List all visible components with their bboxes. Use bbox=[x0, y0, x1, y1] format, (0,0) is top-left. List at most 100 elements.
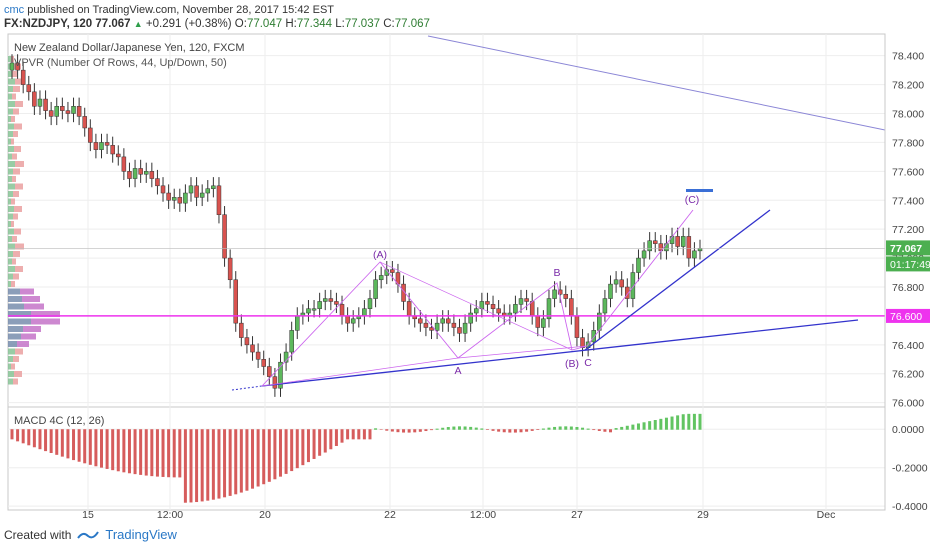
macd-histogram-bar bbox=[21, 429, 25, 444]
macd-y-tick-label: 0.0000 bbox=[892, 424, 924, 436]
volume-profile-bar-up bbox=[8, 146, 14, 152]
macd-histogram-bar bbox=[631, 424, 635, 430]
price-chart[interactable]: (A) A B (B) C (C) 76.000 76.200 76.400 76.600 76.… bbox=[0, 0, 932, 520]
volume-profile-bar-up bbox=[8, 191, 13, 197]
macd-histogram-bar bbox=[133, 429, 137, 475]
macd-histogram-bar bbox=[407, 429, 411, 433]
volume-profile-bar-up bbox=[8, 56, 11, 62]
candle-body bbox=[76, 106, 82, 117]
volume-profile-bar-down bbox=[11, 363, 15, 370]
volume-profile-bar-up bbox=[8, 93, 12, 100]
macd-histogram-bar bbox=[116, 429, 120, 472]
candle-body bbox=[474, 308, 479, 314]
y-tick-label: 76.200 bbox=[892, 369, 924, 381]
close-value: 77.067 bbox=[394, 18, 430, 30]
volume-profile-bar-down bbox=[11, 221, 14, 227]
volume-profile-bar-down bbox=[13, 251, 20, 257]
candle-body bbox=[619, 279, 624, 288]
macd-histogram-bar bbox=[83, 429, 87, 464]
macd-histogram-bar bbox=[642, 422, 646, 430]
chart-title: New Zealand Dollar/Japanese Yen, 120, FX… bbox=[14, 42, 245, 54]
candle-body bbox=[216, 185, 222, 215]
macd-histogram-bar bbox=[653, 420, 657, 430]
publisher-name[interactable]: cmc bbox=[4, 4, 25, 16]
last-price-marker-text: 77.067 bbox=[890, 243, 922, 255]
candle-body bbox=[261, 359, 266, 367]
candle-body bbox=[518, 298, 524, 305]
high-label: H: bbox=[285, 18, 297, 30]
volume-profile-bar-down bbox=[14, 371, 22, 377]
vpvr-label: VPVR (Number Of Rows, 44, Up/Down, 50) bbox=[14, 57, 227, 69]
candle-body bbox=[557, 289, 563, 295]
candle-body bbox=[362, 308, 367, 317]
candle-body bbox=[546, 298, 552, 320]
candle-body bbox=[591, 330, 596, 343]
macd-y-tick-label: -0.2000 bbox=[892, 463, 928, 475]
volume-profile-bar-down bbox=[31, 318, 60, 325]
candle-body bbox=[580, 337, 585, 348]
macd-histogram-bar bbox=[346, 429, 350, 440]
macd-histogram-bar bbox=[564, 426, 568, 430]
volume-profile-bar-up bbox=[8, 311, 31, 317]
macd-histogram-bar bbox=[698, 413, 702, 430]
candle-body bbox=[278, 361, 283, 389]
volume-profile-bar-up bbox=[8, 86, 13, 92]
volume-profile-bar-up bbox=[8, 273, 13, 280]
wave-label: B bbox=[553, 267, 560, 279]
y-tick-label: 76.400 bbox=[892, 340, 924, 352]
macd-histogram-bar bbox=[396, 429, 400, 433]
macd-histogram-bar bbox=[513, 429, 517, 433]
wave-connector bbox=[261, 357, 459, 387]
macd-histogram-bar bbox=[206, 429, 210, 501]
volume-profile-bar-down bbox=[13, 356, 19, 362]
volume-profile-bar-down bbox=[13, 378, 18, 385]
macd-histogram-bar bbox=[536, 429, 540, 430]
wave-label: C bbox=[584, 357, 592, 369]
candle-body bbox=[345, 315, 350, 324]
x-tick-label: 22 bbox=[384, 509, 396, 520]
macd-histogram-bar bbox=[597, 429, 601, 431]
last-price: 77.067 bbox=[95, 18, 131, 30]
candle-body bbox=[65, 110, 71, 114]
macd-label: MACD 4C (12, 26) bbox=[14, 415, 104, 427]
macd-histogram-bar bbox=[340, 429, 344, 443]
poc-marker-text: 76.600 bbox=[890, 311, 922, 323]
macd-histogram-bar bbox=[139, 429, 143, 475]
volume-profile-bar-down bbox=[20, 288, 34, 295]
macd-histogram-bar bbox=[469, 426, 473, 430]
candle-body bbox=[378, 275, 384, 281]
candle-body bbox=[367, 298, 373, 309]
macd-histogram-bar bbox=[150, 429, 154, 477]
open-label: O: bbox=[234, 18, 247, 30]
candle-body bbox=[132, 168, 138, 179]
macd-histogram-bar bbox=[636, 423, 640, 430]
macd-histogram-bar bbox=[351, 429, 355, 440]
macd-histogram-bar bbox=[284, 429, 288, 474]
macd-histogram-bar bbox=[530, 429, 534, 431]
macd-histogram-bar bbox=[614, 428, 618, 430]
candle-body bbox=[222, 214, 227, 259]
candle-body bbox=[429, 327, 434, 331]
candle-body bbox=[434, 322, 440, 331]
candle-body bbox=[390, 269, 395, 273]
candle-body bbox=[233, 279, 238, 324]
macd-histogram-bar bbox=[245, 429, 249, 491]
tradingview-brand[interactable]: TradingView bbox=[105, 527, 177, 542]
macd-histogram-bar bbox=[659, 418, 663, 430]
candle-body bbox=[143, 171, 149, 175]
last-price-marker bbox=[886, 240, 930, 256]
volume-profile-bar-up bbox=[8, 176, 12, 182]
wave-label: (A) bbox=[373, 249, 387, 261]
candle-body bbox=[697, 248, 703, 252]
macd-histogram-bar bbox=[609, 429, 613, 433]
candle-body bbox=[418, 318, 423, 324]
candle-body bbox=[149, 171, 155, 179]
candle-body bbox=[9, 62, 15, 71]
volume-profile-bar-up bbox=[8, 303, 24, 310]
price-change: +0.291 (+0.38%) bbox=[145, 18, 232, 30]
wave-label: (B) bbox=[565, 358, 579, 370]
candle-body bbox=[524, 298, 529, 302]
candle-body bbox=[317, 301, 322, 309]
x-tick-label: 20 bbox=[259, 509, 271, 520]
y-tick-label: 78.400 bbox=[892, 51, 924, 63]
